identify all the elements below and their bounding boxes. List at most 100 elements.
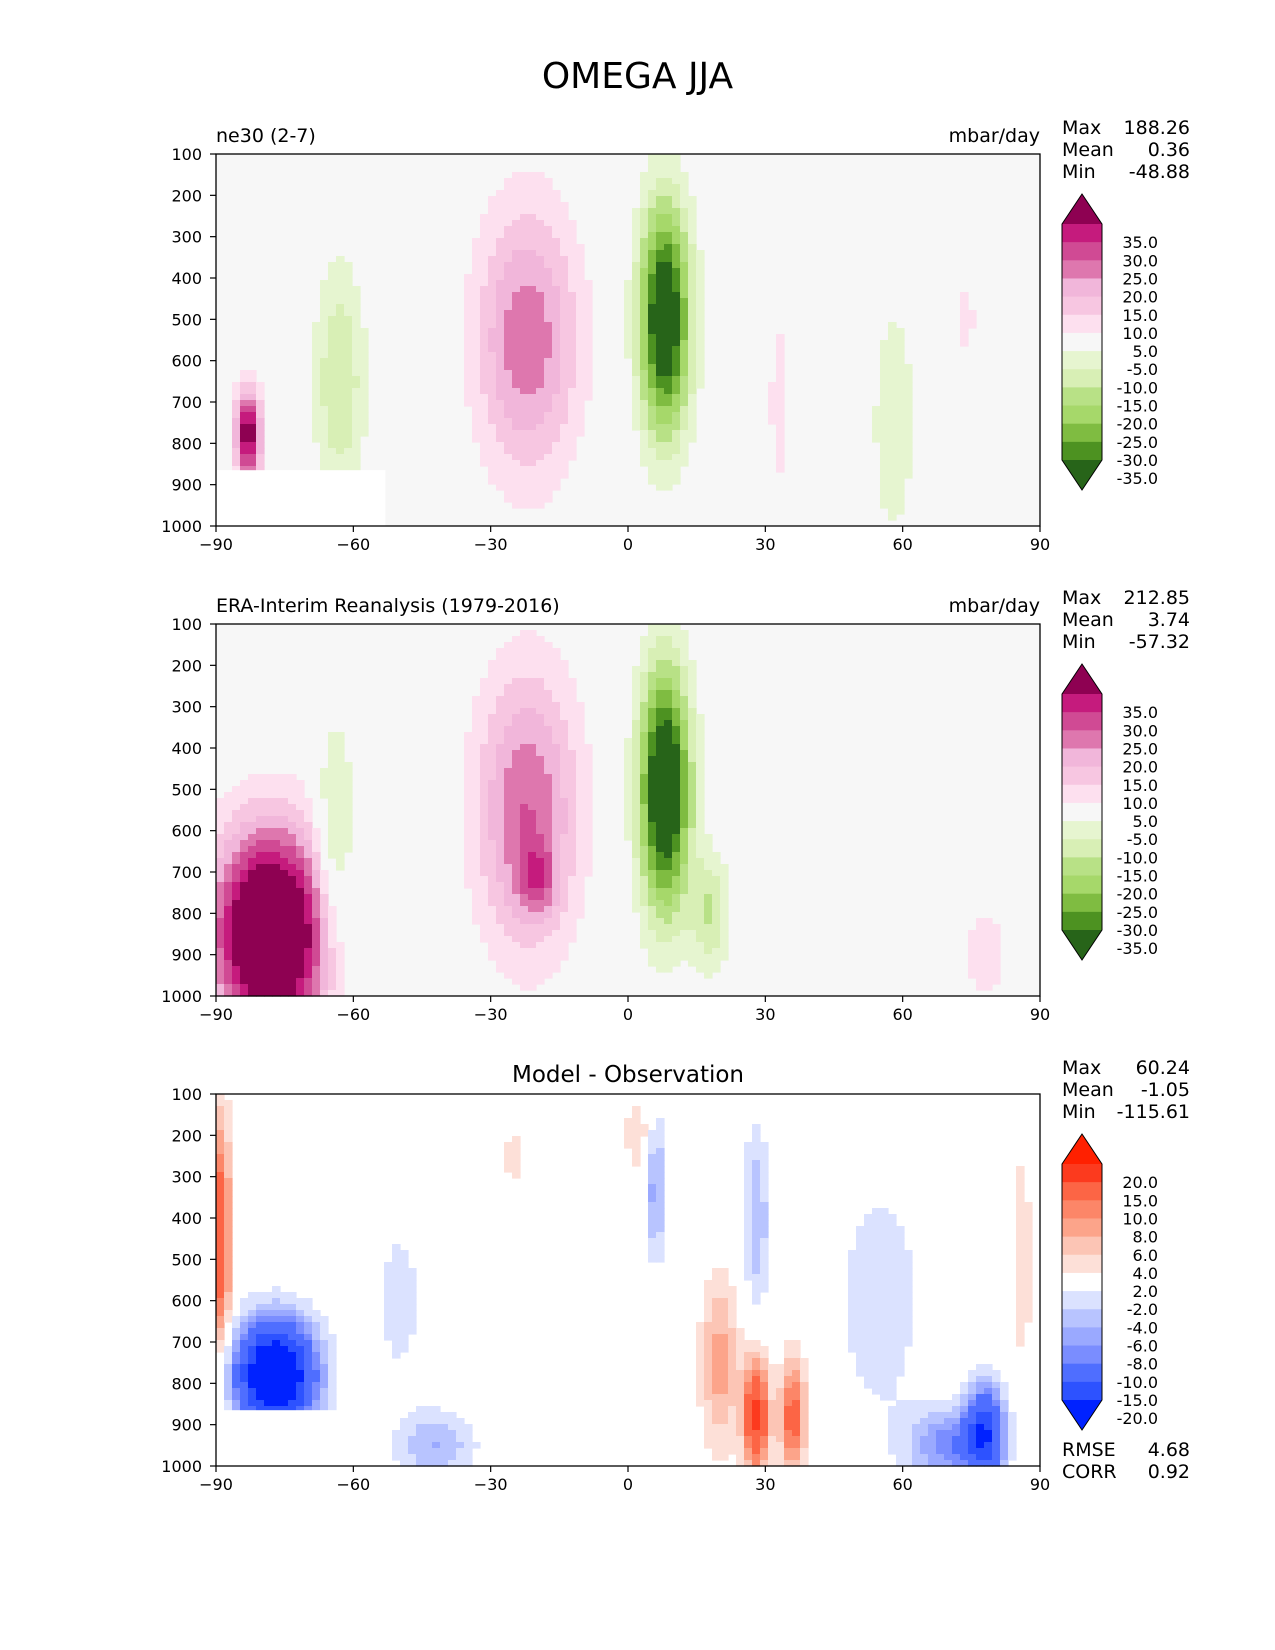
contour-cell (264, 930, 273, 937)
contour-cell (544, 642, 553, 649)
contour-cell (288, 1430, 297, 1437)
contour-cell (296, 1400, 305, 1407)
contour-field (216, 1094, 1033, 1467)
contour-cell (648, 274, 657, 281)
contour-cell (640, 882, 649, 889)
contour-cell (968, 942, 977, 949)
contour-cell (344, 816, 353, 823)
contour-cell (720, 1334, 729, 1341)
contour-cell (656, 642, 665, 649)
contour-cell (496, 882, 505, 889)
contour-cell (560, 382, 569, 389)
contour-cell (240, 1436, 249, 1443)
contour-cell (488, 882, 497, 889)
contour-cell (280, 804, 289, 811)
contour-cell (744, 1226, 753, 1233)
colorbar-tick-label: 10.0 (1122, 794, 1158, 813)
contour-cell (624, 792, 633, 799)
contour-cell (488, 774, 497, 781)
contour-cell (480, 846, 489, 853)
contour-cell (528, 906, 537, 913)
contour-cell (320, 1370, 329, 1377)
contour-cell (280, 978, 289, 985)
contour-cell (512, 954, 521, 961)
contour-cell (984, 948, 993, 955)
contour-cell (256, 864, 265, 871)
contour-cell (224, 972, 233, 979)
contour-cell (512, 744, 521, 751)
contour-cell (352, 388, 361, 395)
y-tick-label: 800 (171, 904, 202, 923)
contour-cell (416, 1418, 425, 1425)
contour-cell (552, 328, 561, 335)
contour-cell (544, 930, 553, 937)
contour-cell (432, 1418, 441, 1425)
contour-cell (568, 858, 577, 865)
contour-cell (624, 346, 633, 353)
contour-cell (864, 1334, 873, 1341)
contour-cell (520, 954, 529, 961)
contour-cell (872, 436, 881, 443)
contour-cell (280, 930, 289, 937)
contour-cell (640, 810, 649, 817)
contour-cell (648, 642, 657, 649)
contour-cell (664, 690, 673, 697)
contour-cell (256, 1376, 265, 1383)
contour-cell (488, 430, 497, 437)
contour-cell (504, 490, 513, 497)
contour-cell (568, 352, 577, 359)
contour-cell (544, 750, 553, 757)
contour-cell (240, 948, 249, 955)
contour-cell (896, 448, 905, 455)
contour-cell (544, 882, 553, 889)
contour-cell (456, 1430, 465, 1437)
contour-cell (632, 858, 641, 865)
contour-cell (400, 1250, 409, 1257)
contour-cell (264, 1340, 273, 1347)
contour-cell (912, 1406, 921, 1413)
contour-cell (504, 328, 513, 335)
contour-cell (976, 954, 985, 961)
contour-cell (672, 370, 681, 377)
contour-cell (544, 364, 553, 371)
contour-cell (632, 828, 641, 835)
contour-cell (216, 888, 225, 895)
contour-cell (712, 1280, 721, 1287)
contour-cell (696, 780, 705, 787)
contour-cell (544, 756, 553, 763)
contour-cell (248, 804, 257, 811)
contour-cell (336, 388, 345, 395)
contour-cell (712, 1370, 721, 1377)
contour-cell (536, 286, 545, 293)
contour-cell (688, 400, 697, 407)
contour-cell (288, 1454, 297, 1461)
contour-cell (648, 816, 657, 823)
contour-cell (424, 1454, 433, 1461)
contour-cell (672, 798, 681, 805)
contour-cell (256, 876, 265, 883)
contour-cell (240, 954, 249, 961)
contour-cell (888, 1376, 897, 1383)
contour-cell (328, 942, 337, 949)
contour-cell (504, 430, 513, 437)
contour-cell (416, 1436, 425, 1443)
plot-area (216, 154, 1040, 526)
contour-cell (224, 816, 233, 823)
contour-cell (760, 1424, 769, 1431)
contour-cell (440, 1436, 449, 1443)
contour-cell (232, 442, 241, 449)
contour-cell (552, 358, 561, 365)
contour-cell (896, 1370, 905, 1377)
contour-cell (512, 244, 521, 251)
contour-cell (632, 882, 641, 889)
contour-cell (696, 1364, 705, 1371)
contour-cell (864, 1268, 873, 1275)
contour-cell (728, 1436, 737, 1443)
contour-cell (248, 1412, 257, 1419)
contour-cell (800, 1400, 809, 1407)
contour-cell (384, 1292, 393, 1299)
contour-cell (568, 310, 577, 317)
contour-cell (264, 990, 273, 997)
contour-cell (648, 382, 657, 389)
contour-cell (464, 274, 473, 281)
